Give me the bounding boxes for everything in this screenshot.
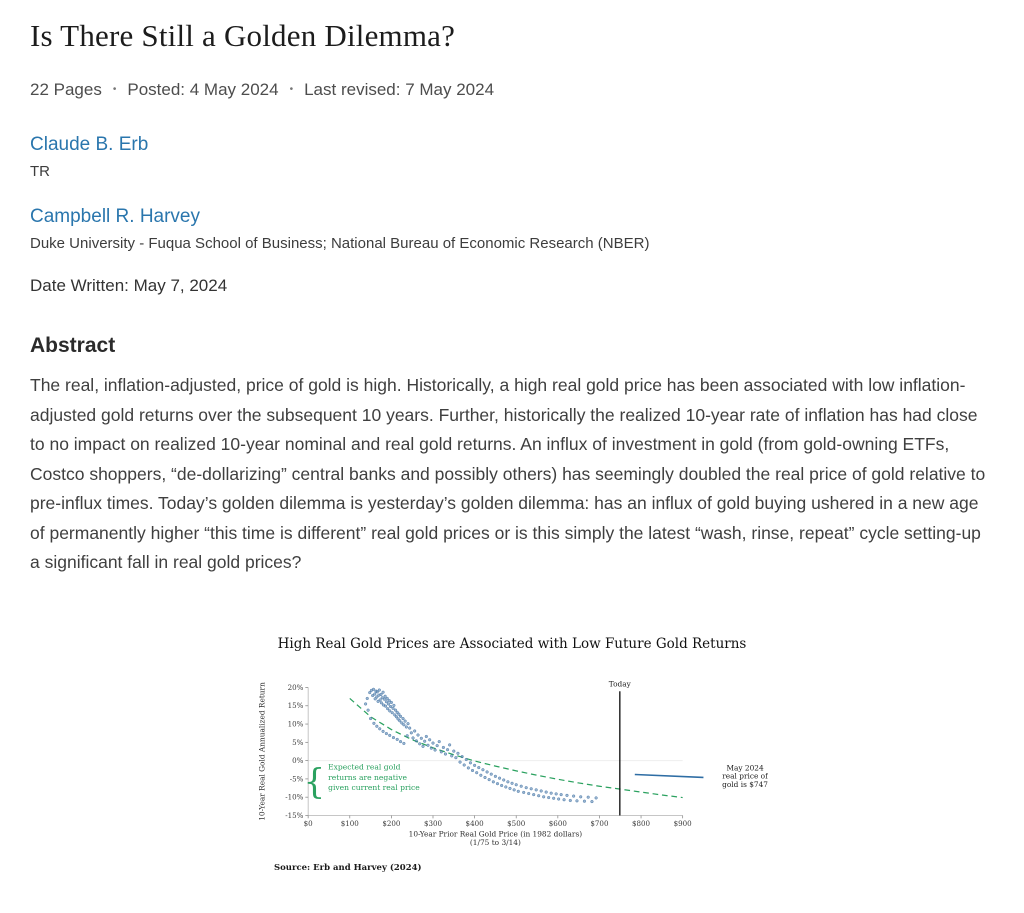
chart-source: Source: Erb and Harvey (2024) xyxy=(274,862,422,873)
svg-text:$300: $300 xyxy=(424,818,443,827)
posted-date: Posted: 4 May 2024 xyxy=(127,80,279,99)
paper-meta: 22 Pages • Posted: 4 May 2024 • Last rev… xyxy=(30,80,994,100)
svg-text:10-Year Prior Real Gold Price: 10-Year Prior Real Gold Price (in 1982 d… xyxy=(409,829,583,838)
svg-text:real price of: real price of xyxy=(722,771,768,780)
svg-text:0%: 0% xyxy=(292,756,304,765)
separator-dot: • xyxy=(289,84,294,95)
author-block: Campbell R. Harvey Duke University - Fuq… xyxy=(30,206,994,252)
paper-abstract-page: Is There Still a Golden Dilemma? 22 Page… xyxy=(30,18,994,873)
svg-text:given current real price: given current real price xyxy=(328,783,420,792)
svg-text:$100: $100 xyxy=(341,818,360,827)
svg-text:(1/75 to 3/14): (1/75 to 3/14) xyxy=(470,837,521,846)
svg-text:5%: 5% xyxy=(292,737,304,746)
author-link-claude-erb[interactable]: Claude B. Erb xyxy=(30,134,149,155)
svg-text:15%: 15% xyxy=(288,701,304,710)
svg-text:$600: $600 xyxy=(549,818,568,827)
svg-text:Today: Today xyxy=(609,679,632,688)
svg-text:returns are negative: returns are negative xyxy=(328,772,407,781)
authors-section: Claude B. Erb TR Campbell R. Harvey Duke… xyxy=(30,134,994,252)
svg-text:Expected real gold: Expected real gold xyxy=(328,762,400,771)
svg-text:10-Year Real Gold Annualized R: 10-Year Real Gold Annualized Return xyxy=(258,681,267,820)
author-block: Claude B. Erb TR xyxy=(30,134,994,180)
svg-text:$800: $800 xyxy=(632,818,651,827)
svg-text:-15%: -15% xyxy=(285,810,303,819)
svg-text:$900: $900 xyxy=(674,818,693,827)
svg-text:$500: $500 xyxy=(507,818,526,827)
svg-text:$400: $400 xyxy=(466,818,485,827)
abstract-text: The real, inflation-adjusted, price of g… xyxy=(30,375,986,572)
svg-text:-5%: -5% xyxy=(290,774,304,783)
svg-text:May 2024: May 2024 xyxy=(726,763,764,772)
svg-text:gold is $747: gold is $747 xyxy=(722,780,768,789)
svg-text:$700: $700 xyxy=(590,818,609,827)
svg-text:{: { xyxy=(304,762,326,802)
abstract-heading: Abstract xyxy=(30,334,116,357)
author-affiliation: Duke University - Fuqua School of Busine… xyxy=(30,235,650,252)
paper-title: Is There Still a Golden Dilemma? xyxy=(30,18,456,53)
last-revised-date: Last revised: 7 May 2024 xyxy=(304,80,495,99)
svg-text:10%: 10% xyxy=(288,719,304,728)
author-link-campbell-harvey[interactable]: Campbell R. Harvey xyxy=(30,206,200,227)
chart-title: High Real Gold Prices are Associated wit… xyxy=(277,635,747,652)
svg-text:$0: $0 xyxy=(304,818,314,827)
gold-chart-figure: High Real Gold Prices are Associated wit… xyxy=(256,636,768,873)
svg-text:-10%: -10% xyxy=(285,792,303,801)
separator-dot: • xyxy=(112,84,117,95)
date-written: Date Written: May 7, 2024 xyxy=(30,276,228,295)
gold-returns-chart: $0 $100 $200 $300 $400 $500 $600 $700 $800 $900 20… xyxy=(258,679,768,846)
pages-count: 22 Pages xyxy=(30,80,102,99)
svg-text:$200: $200 xyxy=(382,818,401,827)
svg-text:20%: 20% xyxy=(288,682,304,691)
author-affiliation: TR xyxy=(30,163,50,180)
